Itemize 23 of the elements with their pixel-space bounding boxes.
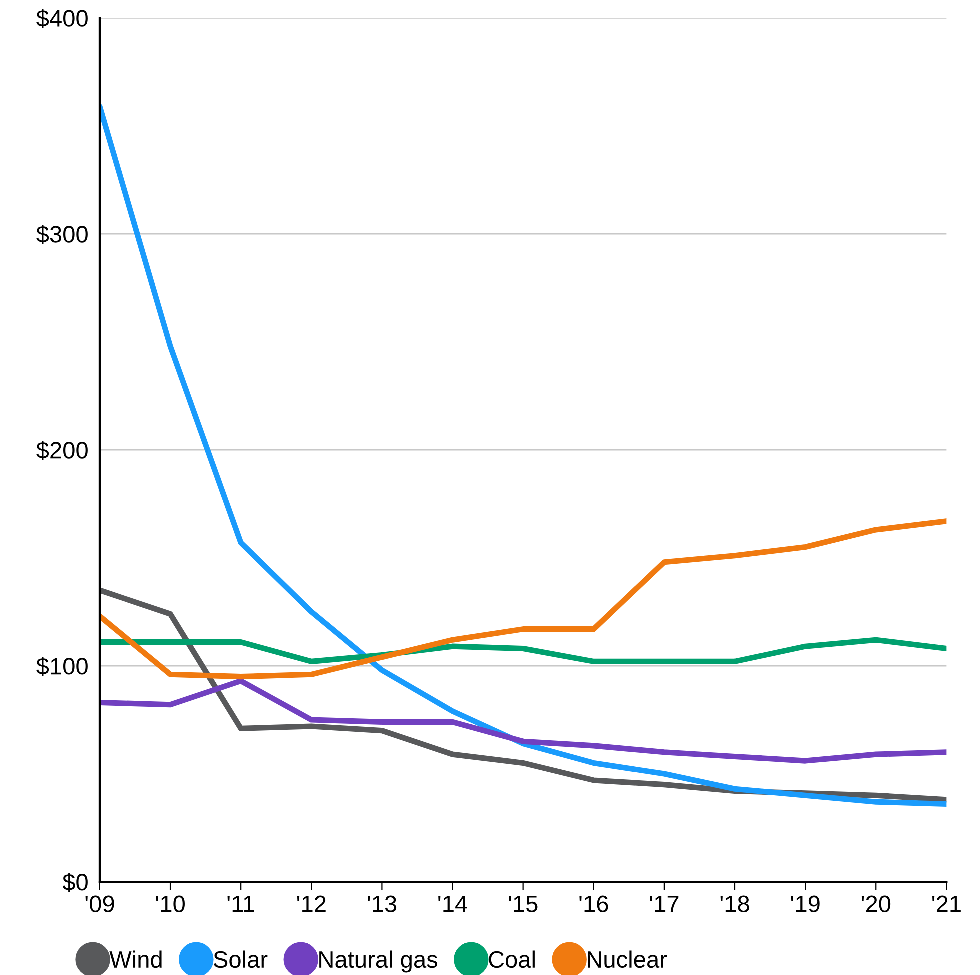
x-tick-label: '11 <box>228 896 254 912</box>
x-tick-label: '12 <box>297 896 326 912</box>
x-tick-label: '19 <box>791 896 820 913</box>
legend-label: Wind <box>110 950 162 968</box>
x-tick-label: '17 <box>650 896 679 912</box>
y-tick-label: $300 <box>36 225 88 244</box>
y-tick-label: $200 <box>36 441 88 460</box>
x-tick-label: '13 <box>368 896 397 913</box>
legend-label: Natural gas <box>320 950 438 973</box>
legend-label: Solar <box>214 950 268 968</box>
legend-label: Nuclear <box>588 950 668 968</box>
x-tick-label: '16 <box>580 896 608 913</box>
x-tick-label: '20 <box>862 896 891 913</box>
y-tick-label: $0 <box>62 873 88 892</box>
x-tick-label: '10 <box>156 896 185 913</box>
y-tick-label: $400 <box>36 9 88 28</box>
x-tick-label: '18 <box>720 896 750 913</box>
x-tick-label: '15 <box>509 896 538 913</box>
x-tick-label: '09 <box>86 896 114 913</box>
x-tick-label: '14 <box>438 896 468 912</box>
x-tick-label: '21 <box>932 896 961 912</box>
y-tick-label: $100 <box>36 657 88 676</box>
legend-label: Coal <box>489 950 535 968</box>
